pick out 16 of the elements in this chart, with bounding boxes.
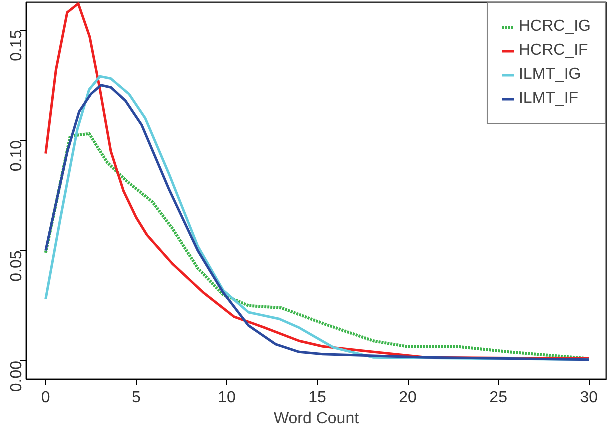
y-tick-label: 0.05 bbox=[8, 250, 26, 282]
x-tick-label: 10 bbox=[218, 390, 236, 406]
legend-label: ILMT_IG bbox=[518, 66, 582, 84]
y-tick-label: 0.15 bbox=[8, 30, 26, 62]
x-axis-title: Word Count bbox=[274, 410, 360, 428]
x-tick-label: 25 bbox=[490, 390, 508, 406]
x-tick-label: 15 bbox=[308, 390, 326, 406]
y-tick-label: 0.00 bbox=[8, 360, 26, 392]
legend-label: HCRC_IG bbox=[518, 18, 591, 36]
y-tick-label: 0.10 bbox=[8, 140, 26, 172]
x-tick-label: 0 bbox=[41, 390, 50, 406]
legend-label: HCRC_IF bbox=[518, 42, 588, 60]
x-tick-label: 20 bbox=[399, 390, 418, 406]
x-tick-label: 5 bbox=[132, 390, 141, 406]
x-tick-label: 30 bbox=[580, 390, 598, 406]
legend-label: ILMT_IF bbox=[518, 90, 579, 108]
